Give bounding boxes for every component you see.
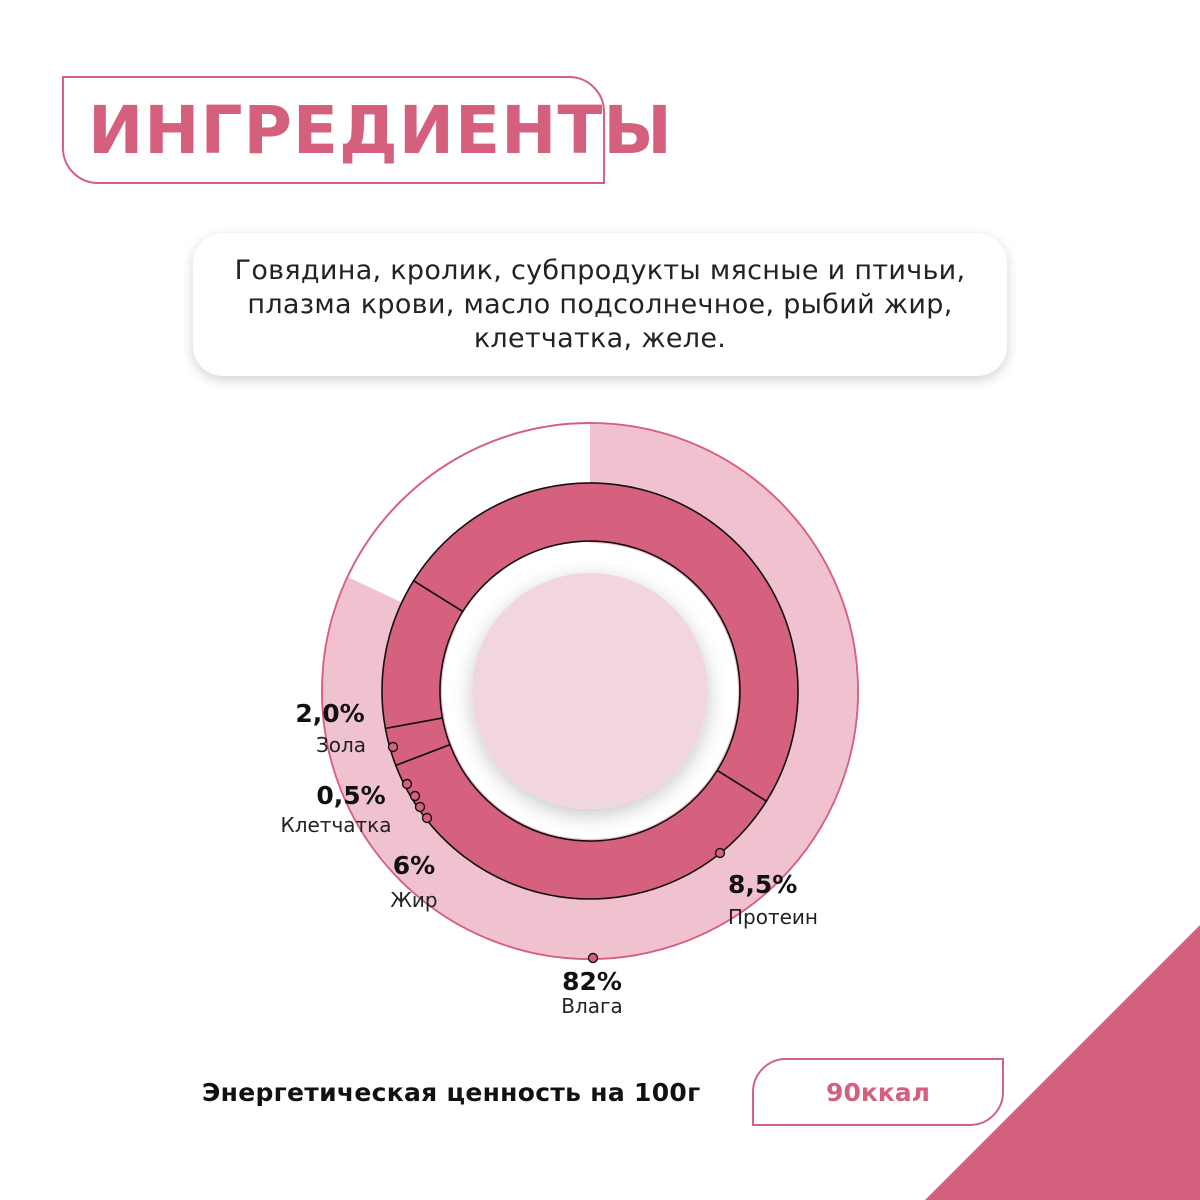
- ingredients-text: Говядина, кролик, субпродукты мясные и п…: [234, 254, 966, 354]
- marker-3: [421, 812, 433, 824]
- energy-value-pill: 90ккал: [752, 1058, 1004, 1126]
- energy-value: 90ккал: [826, 1077, 930, 1107]
- series-label-3: Жир: [390, 888, 437, 912]
- marker-extra-1: [401, 778, 413, 790]
- page-title: ИНГРЕДИЕНТЫ: [88, 92, 673, 169]
- marker-5: [387, 741, 399, 753]
- series-label-5: Зола: [316, 733, 366, 757]
- data-label-1: 82%: [562, 967, 622, 996]
- marker-2: [714, 847, 726, 859]
- ingredients-card: Говядина, кролик, субпродукты мясные и п…: [193, 233, 1007, 376]
- marker-4: [409, 790, 421, 802]
- data-label-4: 0,5%: [316, 781, 385, 810]
- corner-triangle: [925, 925, 1200, 1200]
- series-label-4: Клетчатка: [281, 813, 392, 837]
- composition-chart: 82%Влага 8,5% Протеин 6% Жир 0,5% Клетчатка 2,0…: [281, 422, 859, 1018]
- ring-segment-4: [381, 579, 464, 730]
- title-frame: [62, 76, 605, 184]
- data-label-3: 6%: [393, 851, 435, 880]
- energy-label: Энергетическая ценность на 100г: [202, 1078, 701, 1107]
- series-label-2: Протеин: [728, 905, 818, 929]
- ring-segment-2: [394, 743, 768, 900]
- data-label-5: 2,0%: [295, 699, 364, 728]
- ring-segment-1: [412, 482, 799, 803]
- marker-extra-2: [414, 801, 426, 813]
- data-label-2: 8,5%: [728, 870, 797, 899]
- series-label-1: Влага: [561, 994, 623, 1018]
- center-disc: [472, 573, 708, 809]
- marker-1: [587, 952, 599, 964]
